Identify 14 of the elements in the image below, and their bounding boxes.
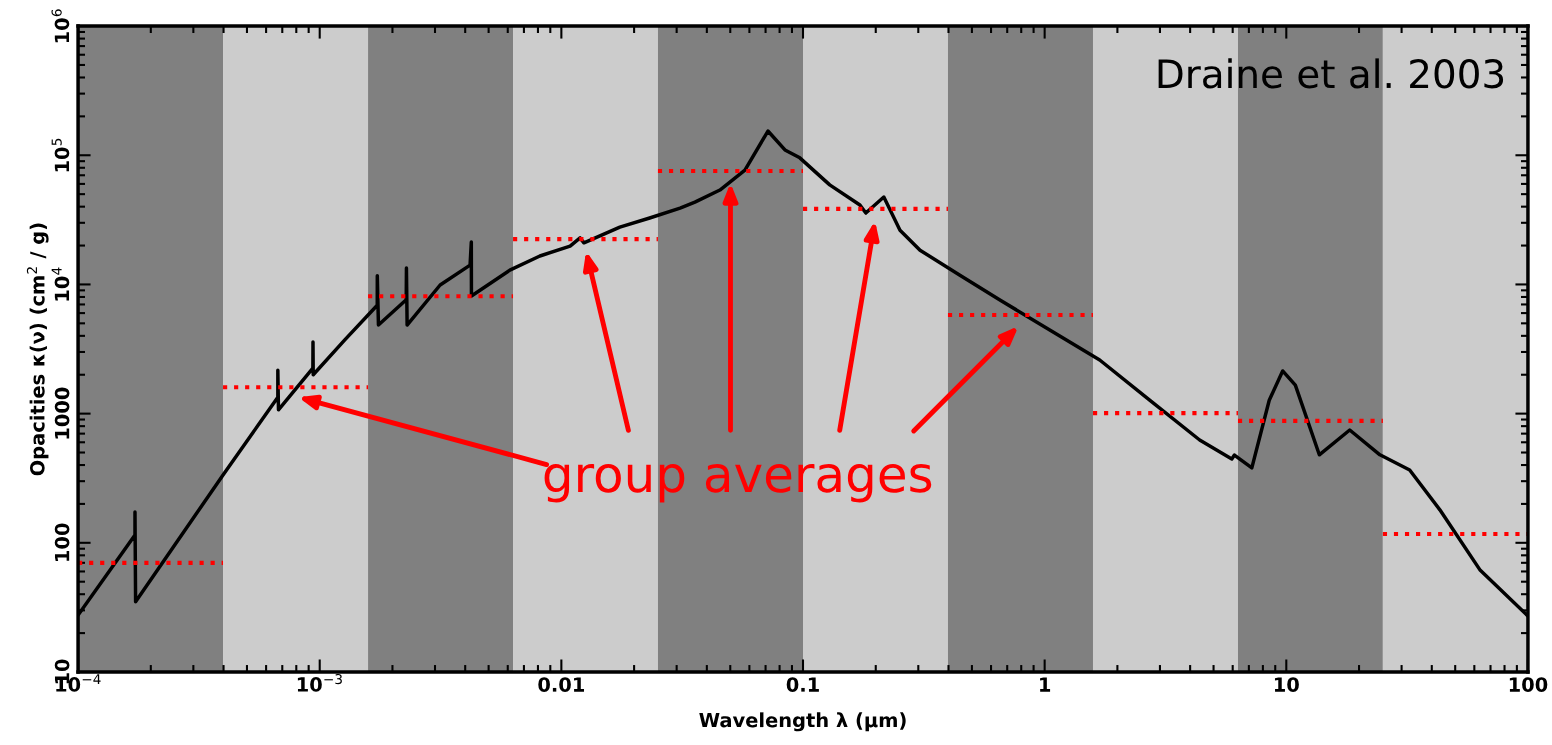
x-tick-label: 100 [1509, 677, 1548, 692]
annotation: group averages [544, 464, 932, 503]
y-tick-label: 10$^{6}$ [51, 9, 70, 43]
x-axis-title: Wavelength λ (μm) [699, 712, 906, 732]
y-tick-label: 1000 [54, 387, 70, 439]
x-tick-label: 10$^{−3}$ [297, 673, 342, 692]
y-tick-label: 10$^{5}$ [51, 138, 70, 172]
y-axis-title: Opacities κ(ν) (cm$^{2}$ / g) [26, 223, 49, 476]
x-tick-label: 0.01 [538, 677, 585, 692]
x-tick-label: 1 [1040, 677, 1051, 692]
y-tick-label: 100 [54, 523, 70, 561]
y-tick-label: 10$^{4}$ [51, 267, 70, 301]
x-tick-label: 10 [1274, 677, 1299, 692]
x-tick-label: 0.1 [786, 677, 819, 692]
